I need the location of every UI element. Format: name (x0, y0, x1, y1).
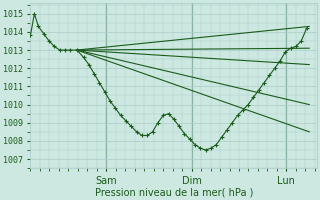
X-axis label: Pression niveau de la mer( hPa ): Pression niveau de la mer( hPa ) (95, 187, 253, 197)
